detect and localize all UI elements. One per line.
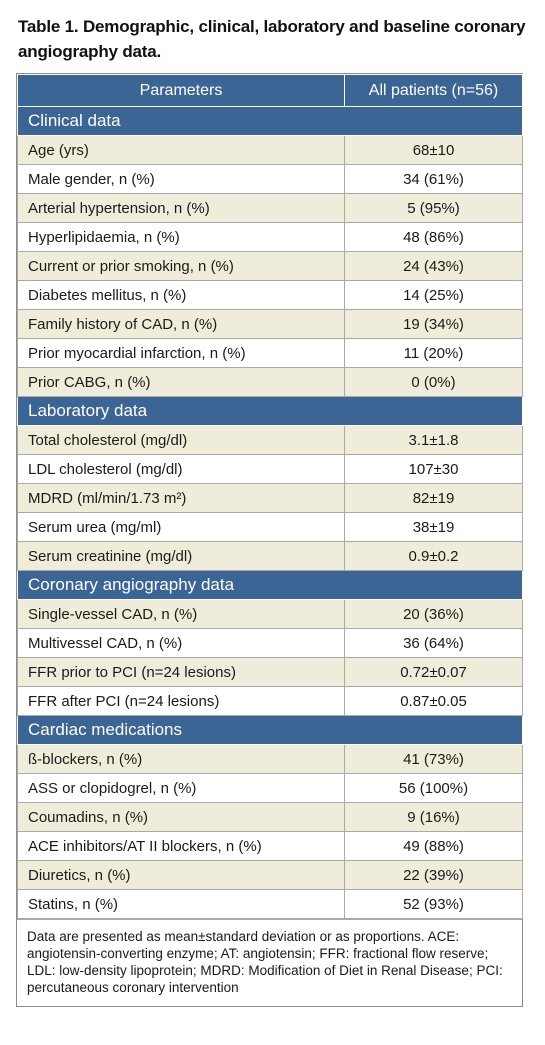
table-row: Arterial hypertension, n (%) 5 (95%) [17,193,523,223]
table-row: Prior CABG, n (%) 0 (0%) [17,367,523,397]
value-cell: 0.87±0.05 [344,686,523,716]
table-row: ACE inhibitors/AT II blockers, n (%) 49 (… [17,831,523,861]
value-cell: 52 (93%) [344,889,523,919]
parameter-cell: ASS or clopidogrel, n (%) [17,773,345,803]
parameter-cell: Family history of CAD, n (%) [17,309,345,339]
value-cell: 24 (43%) [344,251,523,281]
parameter-cell: Single-vessel CAD, n (%) [17,599,345,629]
parameter-cell: Statins, n (%) [17,889,345,919]
value-cell: 36 (64%) [344,628,523,658]
value-cell: 20 (36%) [344,599,523,629]
section-header-row: Coronary angiography data [17,570,523,600]
parameter-cell: ß-blockers, n (%) [17,744,345,774]
table-row: ß-blockers, n (%) 41 (73%) [17,744,523,774]
parameter-cell: Serum creatinine (mg/dl) [17,541,345,571]
parameter-cell: Age (yrs) [17,135,345,165]
parameter-cell: Prior CABG, n (%) [17,367,345,397]
parameter-cell: Arterial hypertension, n (%) [17,193,345,223]
table-row: LDL cholesterol (mg/dl) 107±30 [17,454,523,484]
value-cell: 41 (73%) [344,744,523,774]
section-title: Clinical data [17,106,523,136]
value-cell: 0 (0%) [344,367,523,397]
table-row: Diuretics, n (%) 22 (39%) [17,860,523,890]
table-row: Male gender, n (%) 34 (61%) [17,164,523,194]
table-row: MDRD (ml/min/1.73 m²) 82±19 [17,483,523,513]
parameter-cell: Prior myocardial infarction, n (%) [17,338,345,368]
table-row: Multivessel CAD, n (%) 36 (64%) [17,628,523,658]
table-row: Serum urea (mg/ml) 38±19 [17,512,523,542]
column-header-all-patients: All patients (n=56) [344,74,523,107]
column-header-parameters: Parameters [17,74,345,107]
data-table-container: Parameters All patients (n=56) Clinical … [16,73,523,1007]
parameter-cell: FFR after PCI (n=24 lesions) [17,686,345,716]
section-header-row: Cardiac medications [17,715,523,745]
value-cell: 11 (20%) [344,338,523,368]
parameter-cell: ACE inhibitors/AT II blockers, n (%) [17,831,345,861]
value-cell: 3.1±1.8 [344,425,523,455]
table-footnote: Data are presented as mean±standard devi… [17,919,522,1006]
section-title: Laboratory data [17,396,523,426]
data-table: Parameters All patients (n=56) Clinical … [17,74,523,919]
value-cell: 49 (88%) [344,831,523,861]
parameter-cell: Serum urea (mg/ml) [17,512,345,542]
value-cell: 19 (34%) [344,309,523,339]
section-title: Cardiac medications [17,715,523,745]
parameter-cell: Diabetes mellitus, n (%) [17,280,345,310]
table-body: Clinical data Age (yrs) 68±10 Male gender, … [17,106,523,919]
parameter-cell: MDRD (ml/min/1.73 m²) [17,483,345,513]
value-cell: 68±10 [344,135,523,165]
value-cell: 0.9±0.2 [344,541,523,571]
section-title: Coronary angiography data [17,570,523,600]
value-cell: 14 (25%) [344,280,523,310]
section-header-row: Clinical data [17,106,523,136]
table-row: ASS or clopidogrel, n (%) 56 (100%) [17,773,523,803]
table-row: Serum creatinine (mg/dl) 0.9±0.2 [17,541,523,571]
table-row: Age (yrs) 68±10 [17,135,523,165]
value-cell: 38±19 [344,512,523,542]
parameter-cell: Male gender, n (%) [17,164,345,194]
parameter-cell: Total cholesterol (mg/dl) [17,425,345,455]
table-row: Hyperlipidaemia, n (%) 48 (86%) [17,222,523,252]
value-cell: 9 (16%) [344,802,523,832]
parameter-cell: Diuretics, n (%) [17,860,345,890]
section-header-row: Laboratory data [17,396,523,426]
table-row: FFR prior to PCI (n=24 lesions) 0.72±0.07 [17,657,523,687]
parameter-cell: Hyperlipidaemia, n (%) [17,222,345,252]
parameter-cell: FFR prior to PCI (n=24 lesions) [17,657,345,687]
table-row: Statins, n (%) 52 (93%) [17,889,523,919]
value-cell: 82±19 [344,483,523,513]
table-caption: Table 1. Demographic, clinical, laborato… [18,17,526,61]
parameter-cell: LDL cholesterol (mg/dl) [17,454,345,484]
table-row: Coumadins, n (%) 9 (16%) [17,802,523,832]
table-row: Family history of CAD, n (%) 19 (34%) [17,309,523,339]
table-row: Total cholesterol (mg/dl) 3.1±1.8 [17,425,523,455]
value-cell: 5 (95%) [344,193,523,223]
value-cell: 34 (61%) [344,164,523,194]
table-row: FFR after PCI (n=24 lesions) 0.87±0.05 [17,686,523,716]
table-row: Current or prior smoking, n (%) 24 (43%) [17,251,523,281]
parameter-cell: Coumadins, n (%) [17,802,345,832]
value-cell: 22 (39%) [344,860,523,890]
value-cell: 48 (86%) [344,222,523,252]
value-cell: 56 (100%) [344,773,523,803]
table-row: Prior myocardial infarction, n (%) 11 (20… [17,338,523,368]
table-row: Single-vessel CAD, n (%) 20 (36%) [17,599,523,629]
parameter-cell: Current or prior smoking, n (%) [17,251,345,281]
value-cell: 107±30 [344,454,523,484]
table-header-row: Parameters All patients (n=56) [17,74,523,107]
value-cell: 0.72±0.07 [344,657,523,687]
table-row: Diabetes mellitus, n (%) 14 (25%) [17,280,523,310]
parameter-cell: Multivessel CAD, n (%) [17,628,345,658]
